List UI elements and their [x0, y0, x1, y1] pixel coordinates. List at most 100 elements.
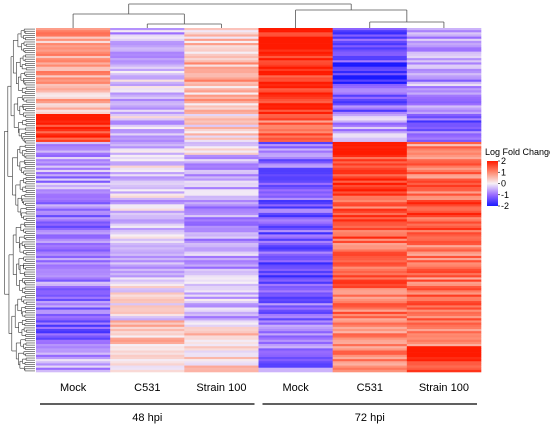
heatmap-cell	[36, 292, 111, 295]
heatmap-cell	[184, 28, 259, 31]
heatmap-cell	[406, 141, 482, 145]
heatmap-cell	[332, 221, 408, 224]
heatmap-cell	[258, 77, 333, 80]
heatmap-cell	[36, 234, 111, 237]
heatmap-cell	[406, 94, 482, 98]
heatmap-cell	[332, 260, 408, 263]
heatmap-cell	[36, 92, 111, 95]
heatmap-cell	[36, 126, 111, 130]
heatmap-cell	[406, 359, 482, 362]
heatmap-cells	[36, 28, 482, 373]
heatmap-cell	[36, 359, 111, 362]
heatmap-cell	[258, 208, 333, 212]
heatmap-cell	[36, 331, 111, 334]
heatmap-cell	[110, 266, 185, 270]
heatmap-cell	[184, 281, 259, 285]
heatmap-cell	[184, 40, 259, 44]
heatmap-cell	[110, 320, 185, 323]
heatmap-cell	[184, 348, 259, 351]
heatmap-cell	[258, 150, 333, 153]
heatmap-cell	[332, 81, 408, 85]
heatmap-cell	[184, 118, 259, 121]
heatmap-cell	[406, 68, 482, 72]
heatmap-cell	[406, 174, 482, 177]
heatmap-cell	[110, 344, 185, 347]
heatmap-cell	[406, 232, 482, 235]
heatmap-cell	[184, 230, 259, 233]
heatmap-cell	[406, 129, 482, 132]
heatmap-cell	[184, 361, 259, 364]
heatmap-cell	[258, 277, 333, 280]
heatmap-cell	[332, 234, 408, 237]
heatmap-cell	[258, 75, 333, 78]
heatmap-cell	[36, 303, 111, 306]
heatmap-cell	[332, 129, 408, 132]
color-legend: Log Fold Change 21 0-1-2	[485, 147, 550, 211]
heatmap-cell	[36, 210, 111, 214]
heatmap-cell	[332, 326, 408, 330]
heatmap-cell	[36, 103, 111, 106]
legend-tick-label: 2	[501, 156, 506, 166]
heatmap-cell	[258, 36, 333, 40]
heatmap-cell	[332, 174, 408, 177]
heatmap-cell	[258, 305, 333, 308]
heatmap-cell	[36, 352, 111, 356]
heatmap-cell	[406, 219, 482, 222]
heatmap-cell	[110, 311, 185, 315]
heatmap-cell	[184, 320, 259, 323]
heatmap-cell	[36, 279, 111, 282]
heatmap-cell	[110, 83, 185, 87]
heatmap-cell	[406, 51, 482, 55]
heatmap-cell	[258, 64, 333, 67]
heatmap-cell	[184, 135, 259, 138]
heatmap-cell	[332, 247, 408, 250]
heatmap-cell	[36, 176, 111, 179]
heatmap-cell	[406, 135, 482, 138]
heatmap-cell	[36, 141, 111, 145]
heatmap-cell	[184, 193, 259, 196]
heatmap-cell	[406, 346, 482, 349]
heatmap-cell	[36, 60, 111, 63]
heatmap-cell	[258, 38, 333, 42]
heatmap-cell	[406, 150, 482, 153]
heatmap-cell	[332, 307, 408, 310]
heatmap-cell	[406, 331, 482, 334]
heatmap-cell	[110, 40, 185, 44]
heatmap-cell	[332, 206, 408, 209]
heatmap-cell	[258, 141, 333, 145]
heatmap-cell	[332, 331, 408, 334]
heatmap-cell	[258, 234, 333, 237]
heatmap-cell	[36, 301, 111, 304]
heatmap-cell	[36, 344, 111, 347]
heatmap-cell	[184, 322, 259, 325]
heatmap-cell	[332, 361, 408, 364]
heatmap-cell	[258, 40, 333, 44]
heatmap-cell	[36, 305, 111, 308]
heatmap-cell	[406, 365, 482, 368]
heatmap-cell	[332, 262, 408, 265]
heatmap-cell	[184, 204, 259, 207]
heatmap-cell	[258, 217, 333, 220]
heatmap-cell	[258, 329, 333, 332]
heatmap-cell	[36, 40, 111, 44]
heatmap-cell	[36, 225, 111, 229]
heatmap-cell	[258, 116, 333, 119]
heatmap-cell	[332, 225, 408, 229]
heatmap-cell	[406, 243, 482, 246]
heatmap-cell	[332, 329, 408, 332]
heatmap-cell	[184, 341, 259, 345]
heatmap-cell	[406, 210, 482, 214]
heatmap-cell	[110, 270, 185, 274]
heatmap-cell	[184, 238, 259, 242]
heatmap-cell	[110, 157, 185, 160]
heatmap-cell	[110, 262, 185, 265]
heatmap-cell	[258, 152, 333, 156]
heatmap-cell	[332, 137, 408, 141]
heatmap-cell	[110, 221, 185, 224]
heatmap-cell	[332, 197, 408, 201]
heatmap-cell	[36, 268, 111, 272]
heatmap-cell	[258, 212, 333, 216]
heatmap-cell	[258, 326, 333, 330]
heatmap-cell	[36, 217, 111, 220]
heatmap-cell	[110, 114, 185, 117]
